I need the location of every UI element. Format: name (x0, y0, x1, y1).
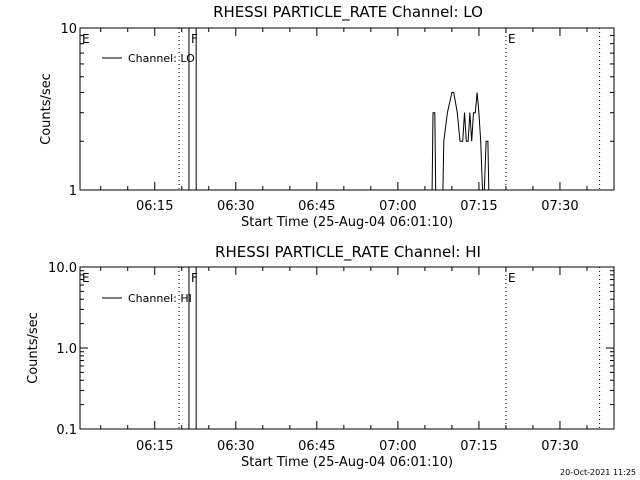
x-tick-label: 07:15 (460, 199, 497, 214)
x-ticks: 06:15 06:30 06:45 07:00 07:15 07:30 (100, 267, 615, 454)
y-tick-label: 10 (60, 22, 77, 37)
legend-label: Channel: LO (128, 52, 195, 65)
x-tick-label: 06:45 (298, 439, 335, 454)
y-ticks: 0.1 1.0 10.0 (48, 261, 614, 438)
plot-frame (79, 27, 615, 191)
event-marker-label: F (191, 271, 198, 285)
x-axis-label: Start Time (25-Aug-04 06:01:10) (241, 215, 453, 230)
series-line (431, 92, 490, 191)
y-tick-label: 0.1 (56, 423, 77, 438)
event-marker-label: F (191, 32, 198, 46)
event-marker-label: E (82, 271, 90, 285)
event-marker-label: E (82, 32, 90, 46)
x-tick-label: 07:00 (379, 199, 416, 214)
x-tick-label: 07:30 (541, 439, 578, 454)
event-marker-label: E (508, 32, 516, 46)
y-tick-label: 10.0 (48, 261, 77, 276)
x-tick-label: 07:30 (541, 199, 578, 214)
x-tick-label: 07:00 (379, 439, 416, 454)
x-tick-label: 06:30 (217, 199, 254, 214)
x-tick-label: 06:15 (136, 439, 173, 454)
series-layer (431, 92, 490, 191)
y-axis-label: Counts/sec (26, 312, 41, 384)
timestamp: 20-Oct-2021 11:25 (560, 468, 636, 477)
legend-label: Channel: HI (128, 292, 192, 305)
chart-panel-hi: RHESSI PARTICLE_RATE Channel: HI Counts/… (26, 243, 615, 470)
x-tick-label: 06:45 (298, 199, 335, 214)
x-tick-label: 06:30 (217, 439, 254, 454)
y-tick-label: 1 (69, 184, 77, 199)
chart-title: RHESSI PARTICLE_RATE Channel: LO (213, 3, 483, 22)
event-marker-label: E (508, 271, 516, 285)
y-axis-label: Counts/sec (39, 73, 54, 145)
x-ticks: 06:15 06:30 06:45 07:00 07:15 07:30 (100, 28, 615, 214)
chart-title: RHESSI PARTICLE_RATE Channel: HI (215, 243, 481, 262)
x-tick-label: 07:15 (460, 439, 497, 454)
y-tick-label: 1.0 (56, 342, 77, 357)
x-axis-label: Start Time (25-Aug-04 06:01:10) (241, 455, 453, 470)
chart-panel-lo: RHESSI PARTICLE_RATE Channel: LO Counts/… (39, 3, 615, 230)
y-ticks: 1 10 (60, 22, 614, 199)
x-tick-label: 06:15 (136, 199, 173, 214)
